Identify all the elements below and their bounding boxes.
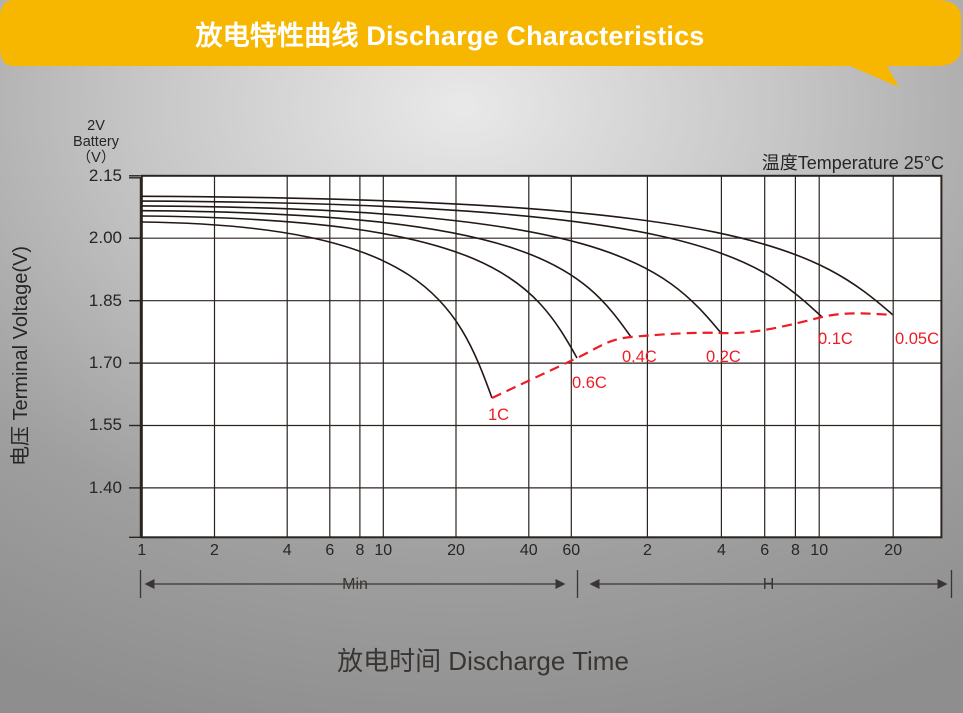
- svg-text:20: 20: [447, 542, 465, 559]
- svg-text:1.40: 1.40: [89, 478, 122, 497]
- svg-text:20: 20: [884, 542, 902, 559]
- svg-text:40: 40: [520, 542, 538, 559]
- svg-text:6: 6: [325, 542, 334, 559]
- svg-text:8: 8: [355, 542, 364, 559]
- svg-text:（V）: （V）: [77, 149, 116, 166]
- svg-text:0.2C: 0.2C: [706, 348, 741, 366]
- svg-text:4: 4: [717, 542, 726, 559]
- svg-text:放电时间 Discharge Time: 放电时间 Discharge Time: [337, 646, 629, 676]
- svg-text:0.4C: 0.4C: [622, 348, 657, 366]
- svg-text:2: 2: [210, 542, 219, 559]
- svg-text:2.15: 2.15: [89, 166, 122, 185]
- svg-text:电压 Terminal Voltage(V): 电压 Terminal Voltage(V): [9, 246, 32, 466]
- svg-text:1.55: 1.55: [89, 415, 122, 434]
- svg-text:6: 6: [760, 542, 769, 559]
- svg-text:10: 10: [374, 542, 392, 559]
- svg-text:H: H: [763, 576, 775, 593]
- svg-text:4: 4: [283, 542, 292, 559]
- svg-text:10: 10: [810, 542, 828, 559]
- svg-text:0.1C: 0.1C: [818, 330, 853, 348]
- svg-text:1.70: 1.70: [89, 353, 122, 372]
- svg-text:1: 1: [137, 542, 146, 559]
- svg-text:0.6C: 0.6C: [572, 374, 607, 392]
- svg-text:60: 60: [562, 542, 580, 559]
- svg-text:1C: 1C: [488, 406, 509, 424]
- svg-text:1.85: 1.85: [89, 291, 122, 310]
- svg-text:Battery: Battery: [73, 134, 120, 150]
- svg-text:2: 2: [643, 542, 652, 559]
- svg-text:2.00: 2.00: [89, 228, 122, 247]
- svg-text:2V: 2V: [87, 118, 105, 134]
- svg-text:0.05C: 0.05C: [895, 330, 939, 348]
- svg-text:8: 8: [791, 542, 800, 559]
- svg-text:温度Temperature 25°C: 温度Temperature 25°C: [762, 153, 944, 173]
- svg-text:Min: Min: [342, 576, 368, 593]
